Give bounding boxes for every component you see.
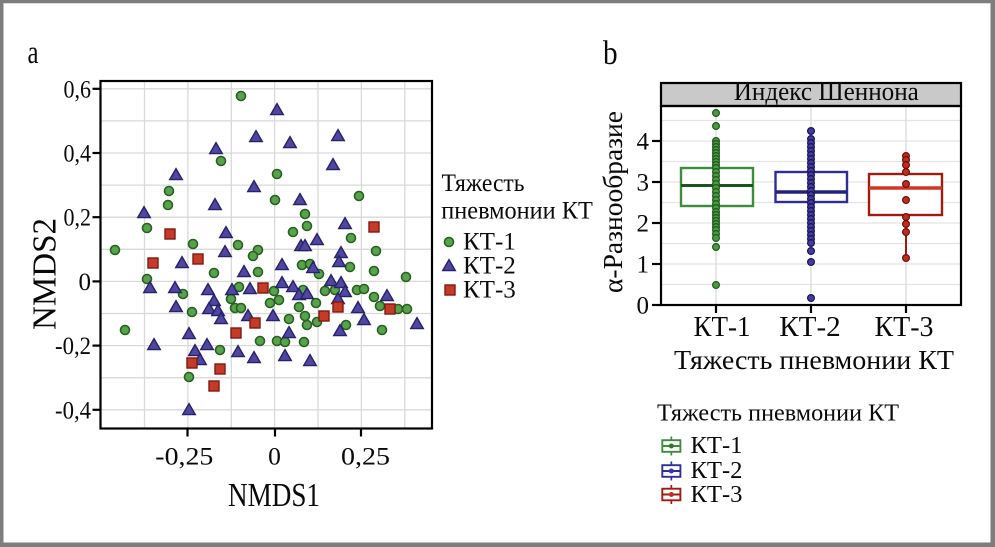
svg-text:0: 0 xyxy=(79,269,92,296)
svg-text:Тяжесть: Тяжесть xyxy=(442,170,525,197)
svg-text:0: 0 xyxy=(637,293,650,320)
svg-text:пневмонии КТ: пневмонии КТ xyxy=(441,198,593,225)
svg-text:0,6: 0,6 xyxy=(64,76,92,103)
svg-text:0,25: 0,25 xyxy=(341,442,390,471)
svg-text:NMDS2: NMDS2 xyxy=(27,218,64,330)
svg-text:0,2: 0,2 xyxy=(64,205,92,232)
svg-text:2: 2 xyxy=(637,211,650,238)
svg-text:-0,4: -0,4 xyxy=(55,397,91,424)
svg-text:0,4: 0,4 xyxy=(64,141,92,168)
svg-text:КТ-2: КТ-2 xyxy=(691,457,743,484)
svg-text:КТ-3: КТ-3 xyxy=(691,481,743,508)
svg-text:1: 1 xyxy=(637,252,650,279)
svg-text:КТ-1: КТ-1 xyxy=(691,432,743,459)
svg-text:КТ-2: КТ-2 xyxy=(779,311,841,343)
svg-text:Тяжесть пневмонии КТ: Тяжесть пневмонии КТ xyxy=(657,400,899,427)
svg-text:b: b xyxy=(603,35,618,72)
svg-text:4: 4 xyxy=(637,129,650,156)
svg-text:a: a xyxy=(28,35,39,71)
svg-text:КТ-3: КТ-3 xyxy=(875,311,934,343)
svg-text:КТ-1: КТ-1 xyxy=(463,228,516,255)
svg-text:α-Разнообразие: α-Разнообразие xyxy=(598,111,628,293)
svg-text:0: 0 xyxy=(268,442,281,471)
svg-text:Тяжесть пневмонии КТ: Тяжесть пневмонии КТ xyxy=(674,344,954,375)
svg-text:-0,25: -0,25 xyxy=(155,442,213,471)
svg-text:КТ-3: КТ-3 xyxy=(463,276,516,303)
svg-text:Индекс Шеннона: Индекс Шеннона xyxy=(734,77,919,106)
svg-text:-0,2: -0,2 xyxy=(55,333,91,360)
svg-text:NMDS1: NMDS1 xyxy=(228,477,320,514)
svg-text:3: 3 xyxy=(637,170,650,197)
svg-text:КТ-1: КТ-1 xyxy=(694,311,751,343)
svg-text:КТ-2: КТ-2 xyxy=(463,252,516,279)
